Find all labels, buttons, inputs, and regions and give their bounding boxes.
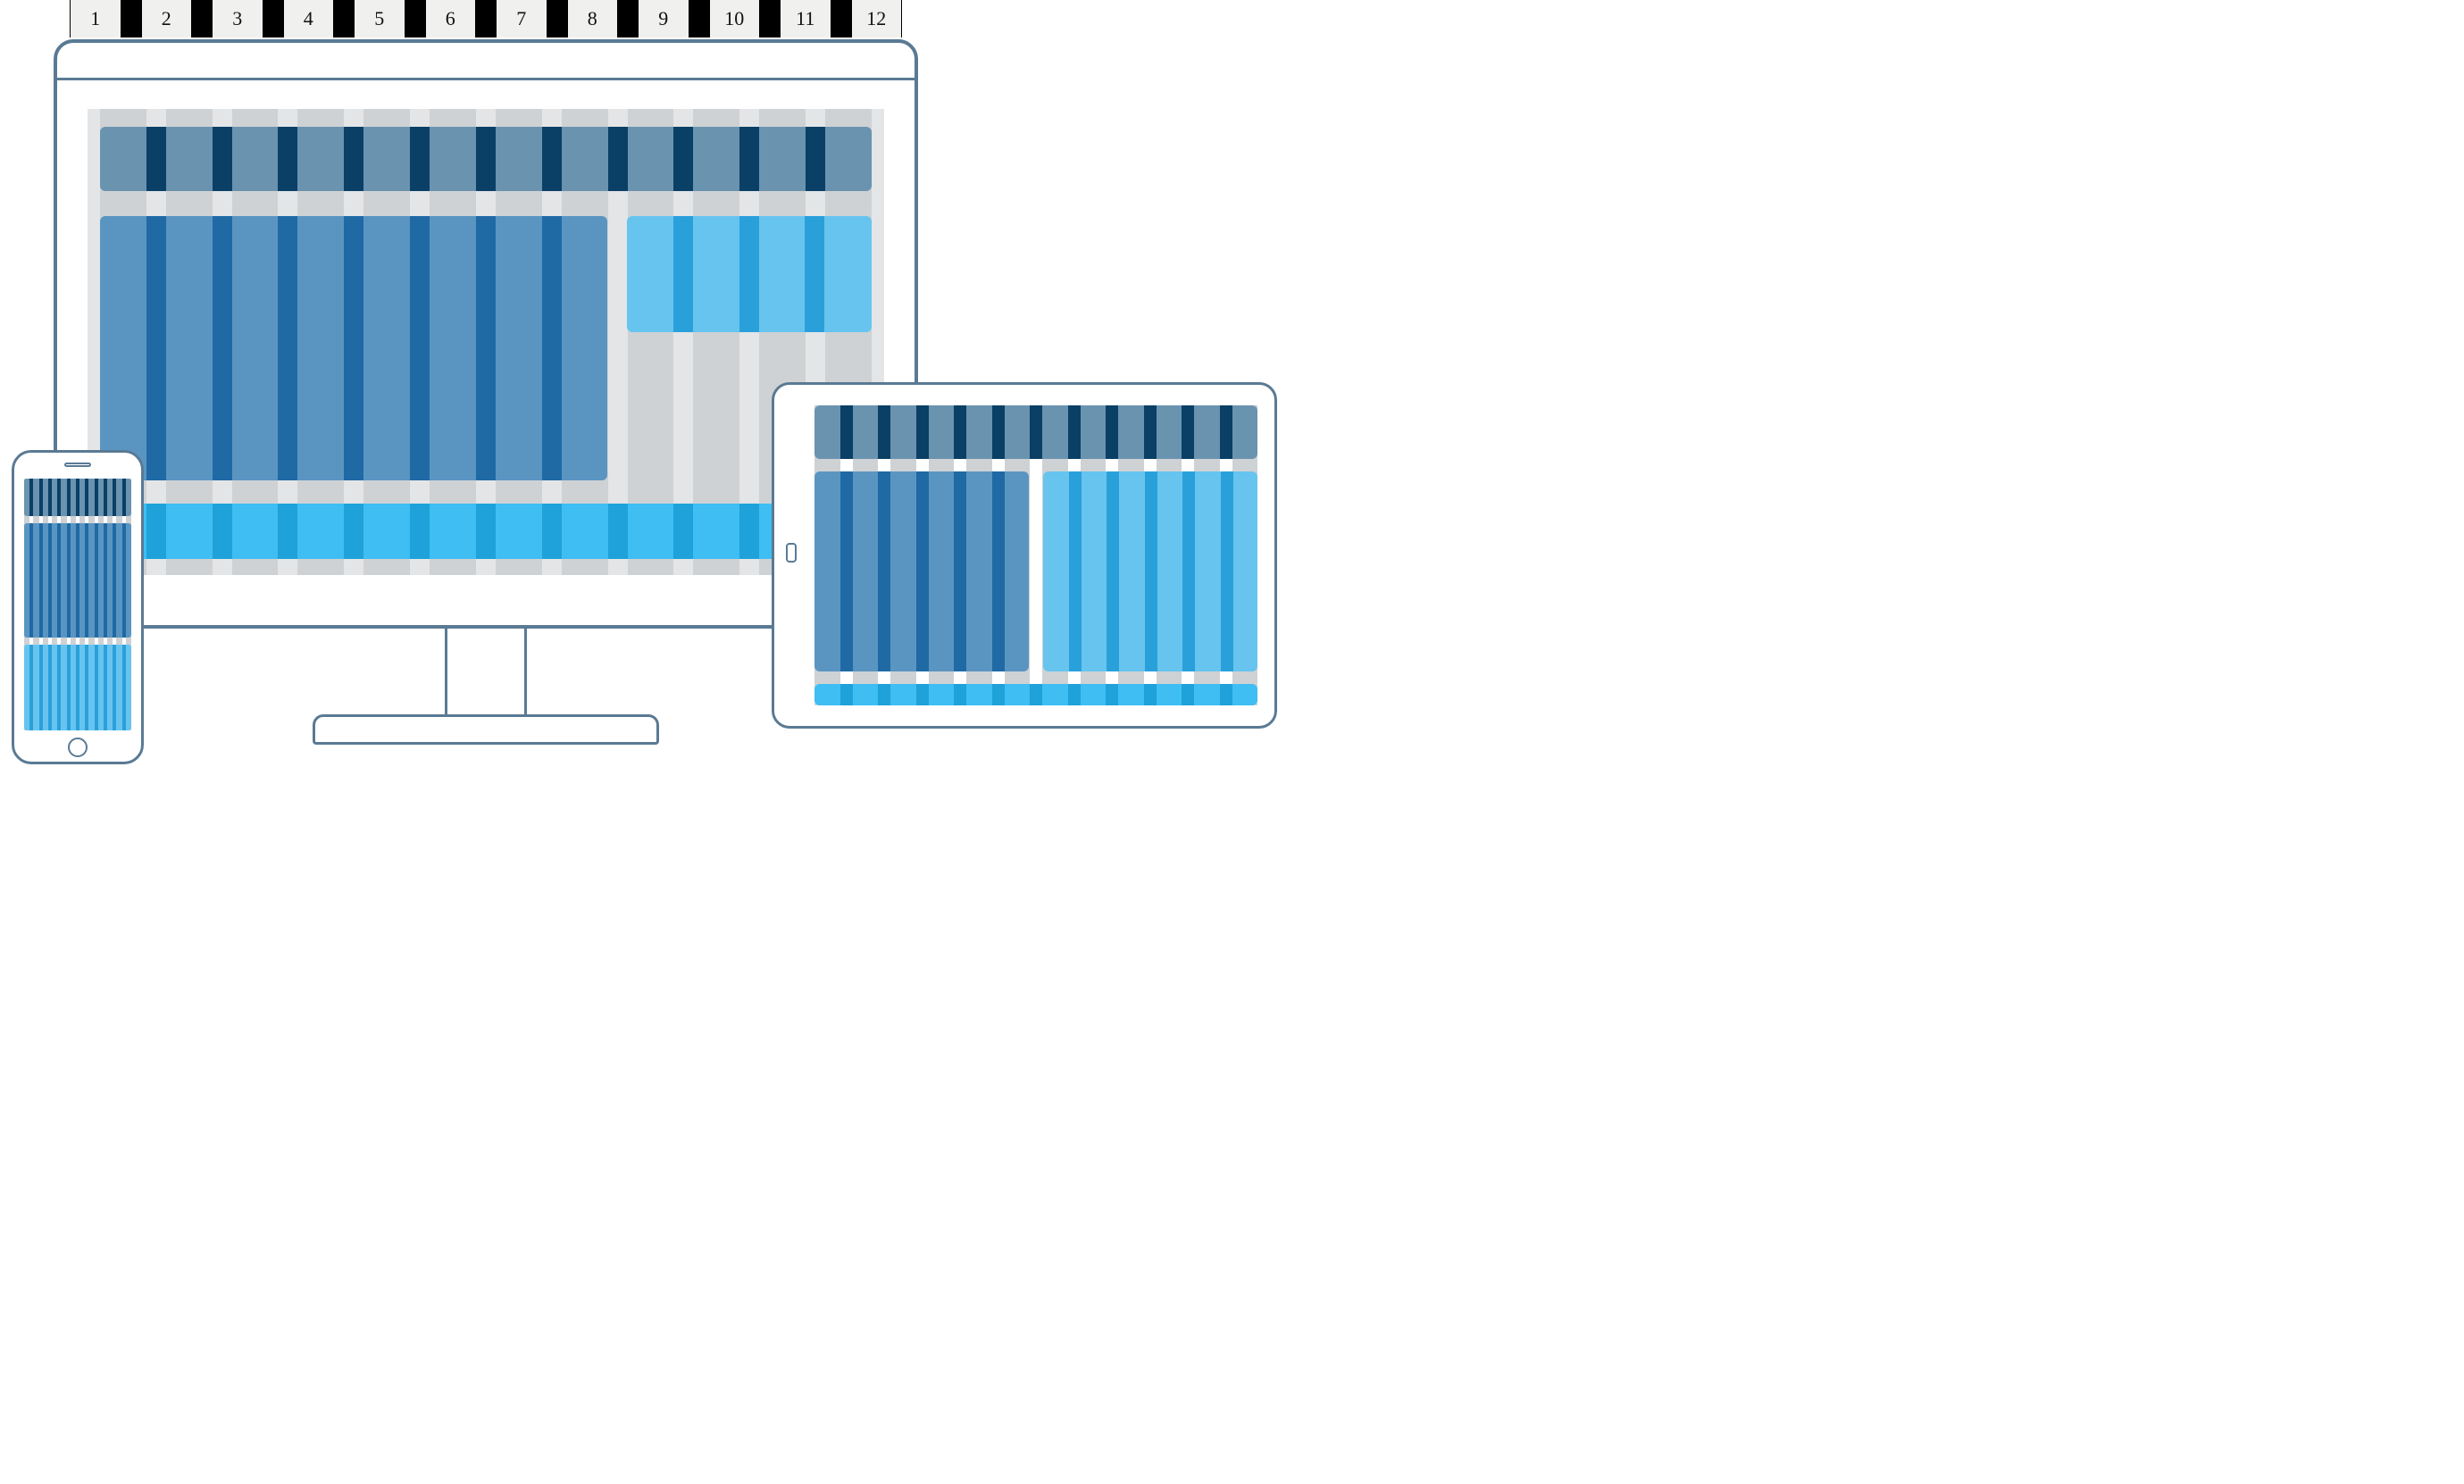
ruler-label: 7 xyxy=(496,0,547,38)
layout-block-aside xyxy=(1043,471,1257,671)
ruler-column-6: 6 xyxy=(425,0,477,38)
ruler-label: 4 xyxy=(283,0,335,38)
monitor-base xyxy=(313,714,659,745)
ruler-cells: 123456789101112 xyxy=(70,0,902,38)
layout-block-footer xyxy=(100,504,872,559)
ruler-column-4: 4 xyxy=(283,0,335,38)
ruler-column-8: 8 xyxy=(567,0,619,38)
layout-block-main xyxy=(100,216,607,480)
layout-block-main xyxy=(24,523,131,638)
phone-speaker xyxy=(64,463,91,467)
monitor-neck xyxy=(445,629,527,714)
ruler-column-12: 12 xyxy=(851,0,903,38)
layout-block-header xyxy=(100,127,872,191)
ruler-label: 1 xyxy=(70,0,121,38)
ruler-label: 10 xyxy=(709,0,761,38)
ruler-label: 12 xyxy=(851,0,903,38)
ruler-column-10: 10 xyxy=(709,0,761,38)
ruler-label: 8 xyxy=(567,0,619,38)
ruler-column-3: 3 xyxy=(212,0,263,38)
phone-home-button xyxy=(68,738,88,757)
ruler-column-11: 11 xyxy=(780,0,831,38)
layout-block-aside xyxy=(627,216,872,332)
ruler-column-1: 1 xyxy=(70,0,121,38)
ruler-label: 3 xyxy=(212,0,263,38)
ruler-label: 5 xyxy=(354,0,405,38)
layout-block-header xyxy=(814,405,1257,459)
column-ruler: 123456789101112 xyxy=(70,0,902,38)
ruler-column-5: 5 xyxy=(354,0,405,38)
ruler-column-7: 7 xyxy=(496,0,547,38)
ruler-label: 2 xyxy=(141,0,193,38)
layout-block-aside xyxy=(24,645,131,730)
layout-block-main xyxy=(814,471,1029,671)
ruler-label: 11 xyxy=(780,0,831,38)
tablet-home-button xyxy=(786,543,797,563)
ruler-label: 9 xyxy=(638,0,689,38)
layout-block-footer xyxy=(814,684,1257,705)
monitor-addressbar xyxy=(57,43,915,80)
ruler-column-2: 2 xyxy=(141,0,193,38)
ruler-column-9: 9 xyxy=(638,0,689,38)
ruler-label: 6 xyxy=(425,0,477,38)
layout-block-header xyxy=(24,479,131,516)
diagram-canvas: 123456789101112 xyxy=(0,0,1322,796)
